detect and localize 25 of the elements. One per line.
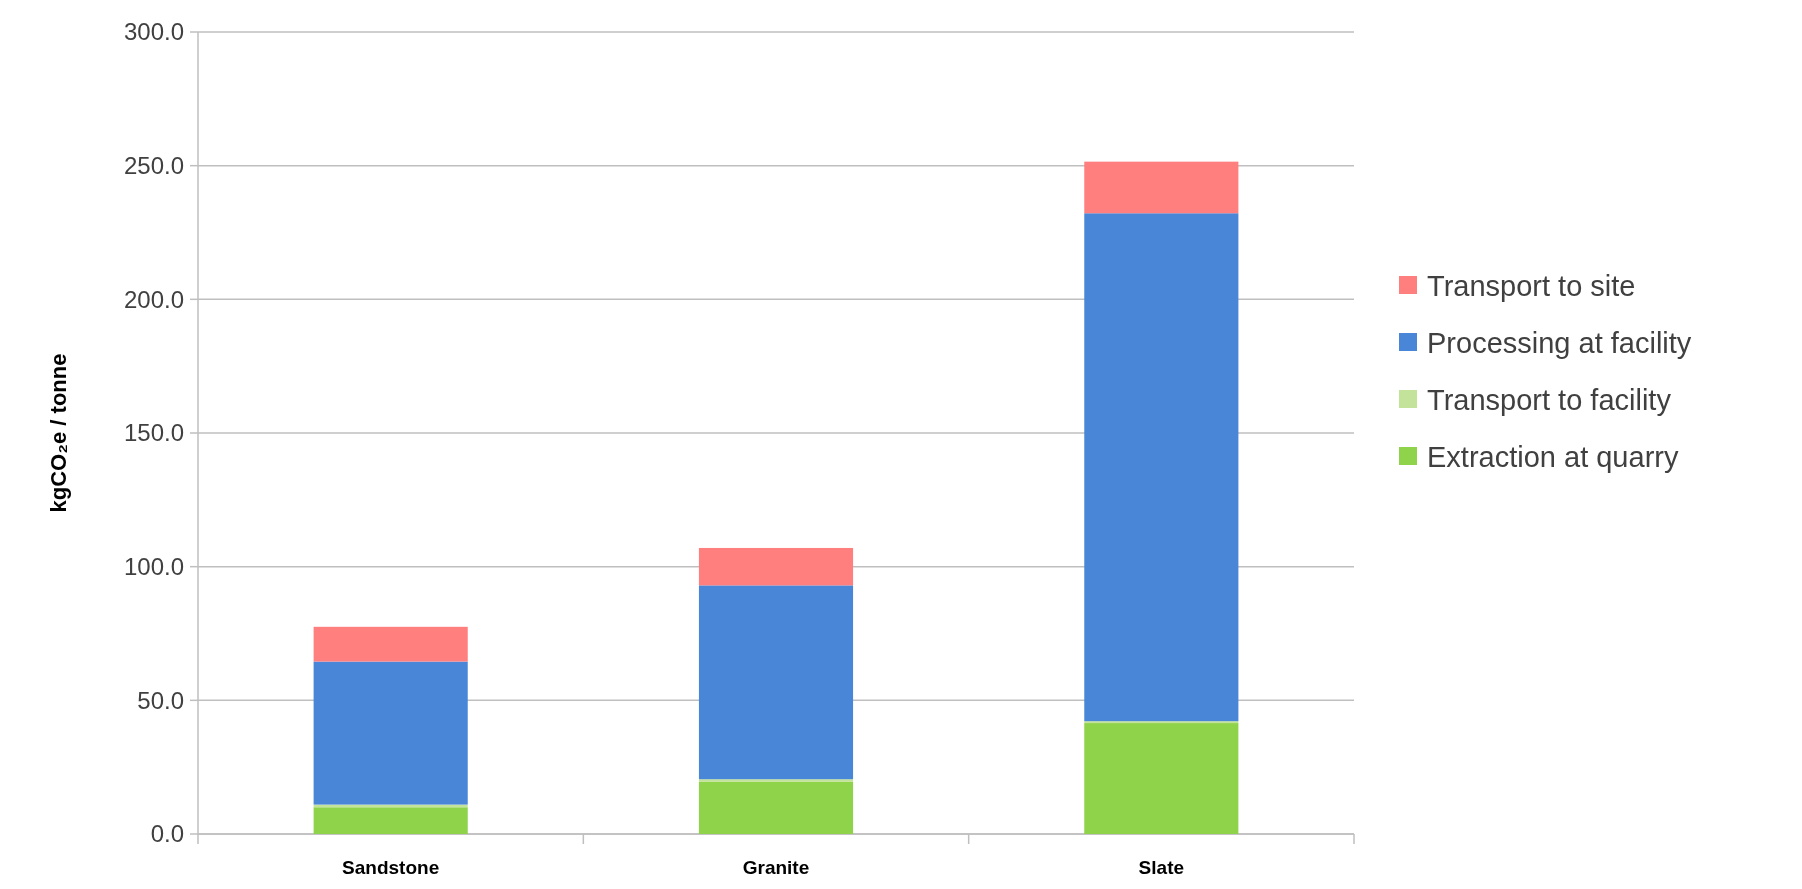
bar bbox=[1084, 213, 1239, 722]
y-tick-label: 0.0 bbox=[150, 820, 184, 848]
x-tick-label: Slate bbox=[1138, 857, 1185, 878]
y-tick-label: 300.0 bbox=[123, 18, 184, 46]
legend-label: Extraction at quarry bbox=[1427, 441, 1679, 474]
bar bbox=[698, 779, 854, 782]
bar bbox=[313, 807, 468, 834]
x-tick-label: Granite bbox=[742, 857, 810, 878]
y-tick-label: 250.0 bbox=[123, 152, 184, 180]
y-tick-label: 150.0 bbox=[123, 419, 184, 447]
bar bbox=[1084, 161, 1239, 214]
legend-label: Transport to facility bbox=[1427, 384, 1672, 417]
bar bbox=[313, 661, 468, 805]
legend-label: Processing at facility bbox=[1427, 327, 1692, 360]
bar bbox=[698, 547, 854, 586]
bar bbox=[698, 585, 854, 780]
y-tick-label: 50.0 bbox=[137, 686, 184, 714]
y-tick-label: 200.0 bbox=[123, 285, 184, 313]
y-tick-label: 100.0 bbox=[123, 553, 184, 581]
bar bbox=[313, 626, 468, 662]
legend-label: Transport to site bbox=[1427, 270, 1636, 303]
bar bbox=[698, 781, 854, 834]
bar bbox=[1084, 723, 1239, 834]
y-axis-title: kgCO₂e / tonne bbox=[46, 353, 71, 513]
x-tick-label: Sandstone bbox=[342, 857, 440, 878]
